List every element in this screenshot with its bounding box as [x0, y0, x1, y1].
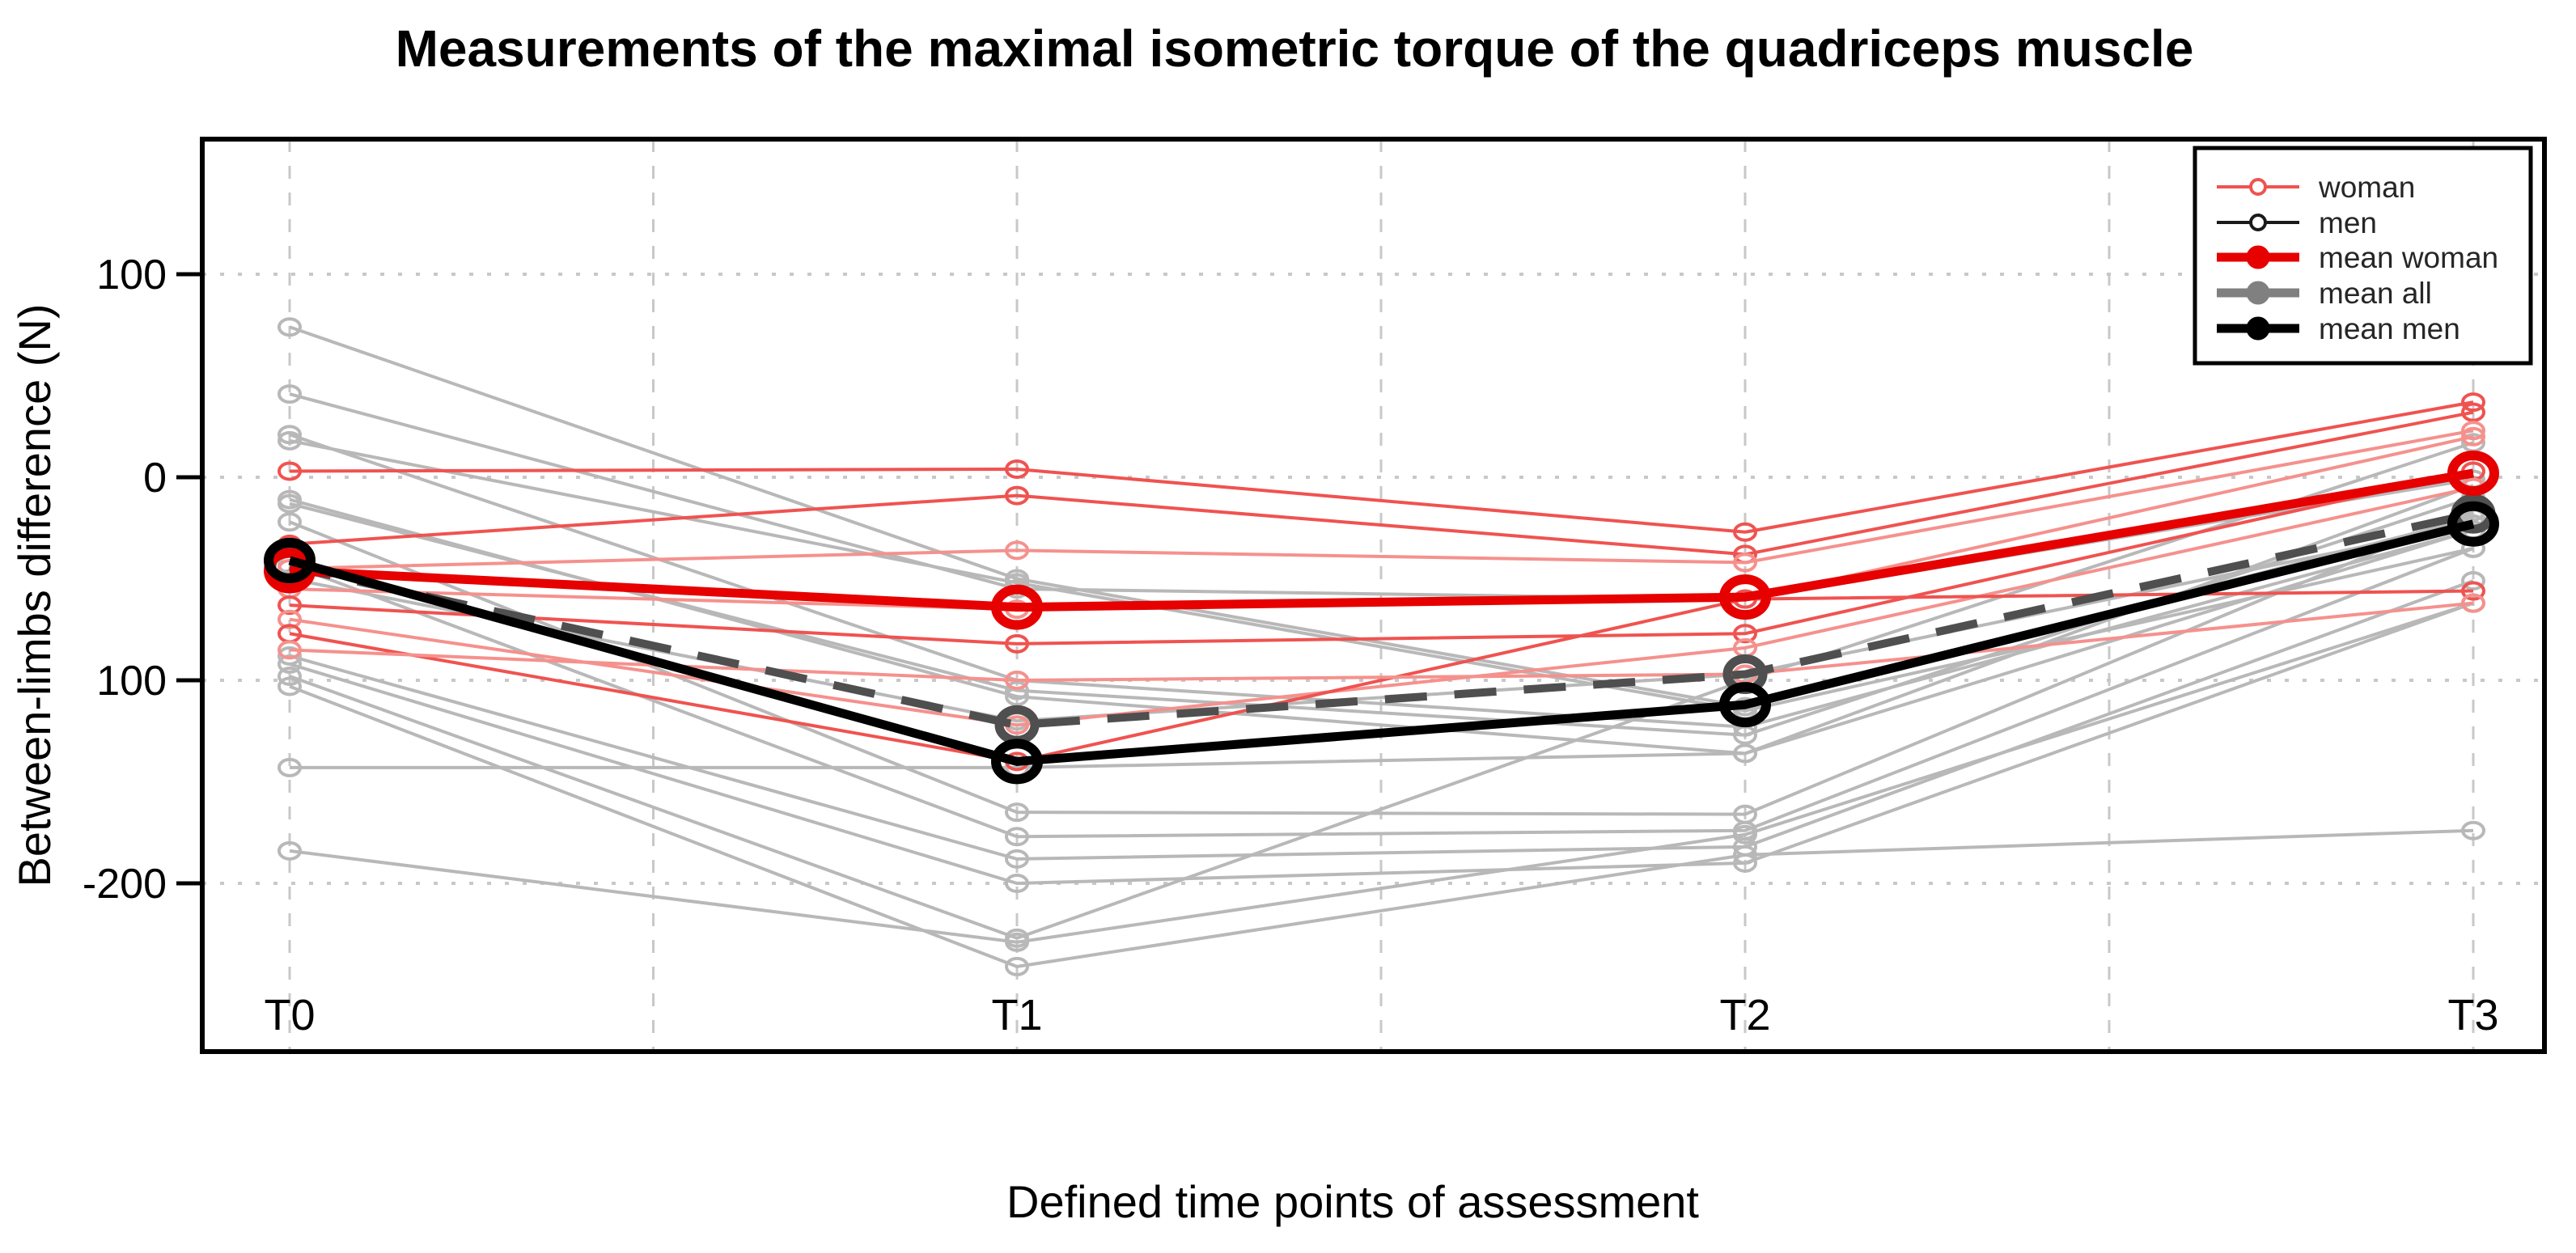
data-point-marker	[278, 840, 302, 861]
series-woman-1	[278, 392, 2485, 542]
legend-open-marker	[2249, 214, 2267, 231]
series-line	[289, 400, 2474, 534]
y-tick-label: 100	[96, 252, 167, 298]
data-point-marker	[2461, 421, 2485, 441]
data-point-marker	[278, 425, 302, 445]
x-category-label: T2	[1719, 991, 1770, 1039]
legend-item-label: mean men	[2319, 312, 2460, 345]
y-tick-label: 0	[143, 455, 167, 502]
data-point-marker	[264, 537, 316, 583]
series-woman-2	[278, 402, 2485, 565]
data-point-marker	[278, 595, 302, 616]
data-point-marker	[1005, 956, 1029, 976]
legend-filled-marker	[2246, 245, 2270, 269]
data-point-marker	[1733, 552, 1757, 573]
data-point-marker	[2461, 593, 2485, 613]
data-point-marker	[278, 666, 302, 686]
data-point-marker	[278, 489, 302, 510]
data-point-marker	[1719, 682, 1771, 728]
series-mean-men	[264, 501, 2499, 785]
legend-item-label: men	[2319, 206, 2377, 239]
y-tick-label: -200	[83, 861, 167, 908]
data-point-marker	[2461, 426, 2485, 447]
data-point-marker	[1005, 459, 1029, 479]
legend-item-label: mean all	[2319, 277, 2432, 310]
data-series	[264, 317, 2499, 976]
series-line	[289, 468, 2474, 612]
series-line	[289, 438, 2474, 713]
data-point-marker	[278, 430, 302, 451]
data-point-marker	[1733, 522, 1757, 542]
data-point-marker	[278, 646, 302, 666]
data-point-marker	[1005, 827, 1029, 847]
data-point-marker	[278, 384, 302, 404]
series-line	[289, 429, 2474, 570]
legend-item-label: mean woman	[2319, 241, 2498, 274]
data-point-marker	[1733, 845, 1757, 865]
x-category-label: T1	[991, 991, 1042, 1039]
data-point-marker	[1733, 624, 1757, 644]
data-point-marker	[1733, 743, 1757, 764]
data-point-marker	[1005, 680, 1029, 701]
data-point-marker	[2447, 501, 2499, 547]
data-point-marker	[278, 676, 302, 696]
data-point-marker	[2461, 820, 2485, 840]
data-point-marker	[2461, 402, 2485, 422]
data-point-marker	[1719, 574, 1771, 620]
y-axis-label: Between-limbs difference (N)	[9, 303, 60, 887]
series-line	[290, 528, 2474, 769]
data-point-marker	[991, 584, 1043, 630]
data-point-marker	[1005, 932, 1029, 952]
plot-border	[200, 137, 2547, 1054]
legend-filled-marker	[2246, 281, 2270, 305]
data-point-marker	[278, 640, 302, 660]
data-point-marker	[1005, 874, 1029, 893]
series-line	[288, 519, 2475, 766]
data-point-marker	[2461, 581, 2485, 601]
x-category-label: T0	[264, 991, 315, 1039]
data-point-marker	[991, 739, 1043, 785]
series-line	[289, 510, 2474, 816]
data-point-marker	[278, 317, 302, 337]
legend-open-marker	[2249, 178, 2267, 196]
series-line	[289, 579, 2474, 861]
data-point-marker	[278, 654, 302, 674]
series-line	[289, 441, 2474, 940]
series-line	[288, 510, 2475, 730]
series-line	[289, 684, 2474, 968]
legend-item-label: woman	[2318, 171, 2415, 204]
x-axis-category-labels: T0 T1 T2 T3	[264, 991, 2498, 1039]
series-line	[289, 601, 2474, 944]
y-tick-label: 100	[96, 658, 167, 705]
data-point-marker	[1005, 671, 1029, 690]
data-point-marker	[278, 757, 302, 777]
series-line	[289, 485, 2474, 727]
data-point-marker	[2461, 392, 2485, 413]
data-point-marker	[1733, 824, 1757, 845]
data-point-marker	[1005, 485, 1029, 506]
data-point-marker	[1005, 849, 1029, 869]
series-line	[289, 546, 2474, 839]
series-line	[289, 601, 2474, 886]
chart-title: Measurements of the maximal isometric to…	[396, 19, 2194, 78]
data-point-marker	[278, 609, 302, 629]
series-line	[289, 410, 2474, 557]
legend-filled-marker	[2246, 316, 2270, 341]
data-point-marker	[278, 461, 302, 481]
data-point-marker	[278, 512, 302, 532]
y-axis-ticks: 100 0 100 -200	[83, 252, 202, 908]
data-point-marker	[1005, 540, 1029, 561]
series-man-9	[278, 571, 2485, 869]
x-category-label: T3	[2447, 991, 2498, 1039]
data-point-marker	[2461, 571, 2485, 591]
data-point-marker	[1005, 802, 1029, 823]
data-point-marker	[1005, 633, 1029, 654]
data-point-marker	[2447, 450, 2499, 496]
series-man-12	[278, 676, 2485, 976]
x-axis-label: Defined time points of assessment	[1006, 1176, 1699, 1227]
series-line	[289, 469, 2474, 646]
